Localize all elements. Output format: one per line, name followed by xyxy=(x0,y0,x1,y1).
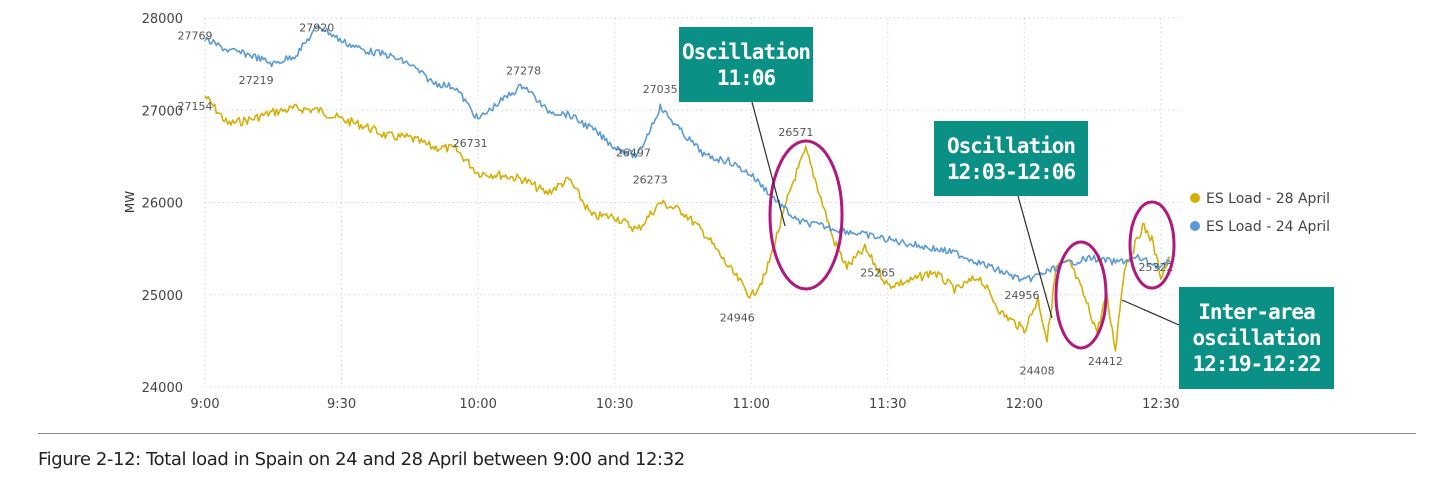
callout-oscillation-1203: Oscillation 12:03-12:06 xyxy=(934,121,1088,196)
callout-oscillation-1106: Oscillation 11:06 xyxy=(679,27,813,102)
data-label: 27035 xyxy=(643,83,678,96)
data-label: 27154 xyxy=(178,100,213,113)
leader-line-1106 xyxy=(751,101,786,227)
callout-line: Oscillation xyxy=(946,133,1076,158)
highlight-circle-1203 xyxy=(1054,240,1108,350)
figure-caption: Figure 2-12: Total load in Spain on 24 a… xyxy=(38,449,685,470)
leader-line-1219 xyxy=(1121,299,1180,326)
y-tick-label: 28000 xyxy=(142,12,183,27)
y-axis-label: MW xyxy=(123,191,137,213)
x-tick-label: 9:30 xyxy=(327,397,356,412)
highlight-circle-1106 xyxy=(768,139,844,291)
data-label: 25322 xyxy=(1139,261,1174,274)
legend-marker-24-april xyxy=(1190,221,1200,231)
highlight-circle-1219 xyxy=(1128,200,1176,290)
data-label: 26571 xyxy=(778,126,813,139)
data-label: 27219 xyxy=(239,74,274,87)
callout-inter-area-oscillation: Inter-area oscillation 12:19-12:22 xyxy=(1179,287,1334,389)
callout-line: 12:03-12:06 xyxy=(946,159,1076,184)
caption-divider xyxy=(38,433,1416,434)
data-labels: 27769 27154 27219 27920 27278 26731 27035 26497… xyxy=(178,21,1174,377)
data-label: 27920 xyxy=(299,21,334,34)
data-label: 26497 xyxy=(616,147,651,160)
callout-line: 12:19-12:22 xyxy=(1192,352,1321,376)
x-tick-label: 12:30 xyxy=(1142,397,1179,412)
callout-line: Oscillation xyxy=(681,39,811,64)
y-tick-label: 24000 xyxy=(142,381,183,396)
data-label: 27769 xyxy=(178,29,213,42)
x-tick-label: 10:30 xyxy=(596,397,633,412)
series-group xyxy=(204,25,1171,352)
series-line-28-april xyxy=(204,95,1171,352)
series-line-24-april xyxy=(204,25,1171,283)
y-tick-label: 26000 xyxy=(142,197,183,212)
data-label: 26731 xyxy=(453,137,488,150)
x-tick-label: 11:30 xyxy=(869,397,906,412)
chart-grid xyxy=(204,17,1182,388)
legend-item-28-april: ES Load - 28 April xyxy=(1206,191,1330,207)
callout-leader-lines xyxy=(751,101,1180,326)
legend-item-24-april: ES Load - 24 April xyxy=(1206,219,1330,235)
x-tick-label: 9:00 xyxy=(190,397,219,412)
legend: ES Load - 28 April ES Load - 24 April xyxy=(1190,191,1330,235)
data-label: 27278 xyxy=(506,65,541,78)
data-label: 26273 xyxy=(633,173,668,186)
y-axis: 24000 25000 26000 27000 28000 xyxy=(142,12,183,396)
y-tick-label: 25000 xyxy=(142,289,183,304)
data-label: 25265 xyxy=(860,266,895,279)
data-label: 24946 xyxy=(720,312,755,325)
x-tick-label: 11:00 xyxy=(732,397,769,412)
y-tick-label: 27000 xyxy=(142,104,183,119)
load-line-chart: 24000 25000 26000 27000 28000 9:00 9:30 10:00 1… xyxy=(123,12,1330,412)
x-axis: 9:00 9:30 10:00 10:30 11:00 11:30 12:00 12:30 xyxy=(190,397,1179,412)
callout-line: oscillation xyxy=(1192,326,1321,350)
data-label: 24412 xyxy=(1088,355,1123,368)
highlight-circles xyxy=(768,139,1176,350)
x-tick-label: 12:00 xyxy=(1006,397,1043,412)
x-tick-label: 10:00 xyxy=(459,397,496,412)
callout-line: Inter-area xyxy=(1198,300,1315,324)
data-label: 24956 xyxy=(1004,289,1039,302)
leader-line-1203 xyxy=(1017,195,1053,319)
callout-line: 11:06 xyxy=(716,65,776,90)
data-label: 24408 xyxy=(1020,364,1055,377)
legend-marker-28-april xyxy=(1190,193,1200,203)
